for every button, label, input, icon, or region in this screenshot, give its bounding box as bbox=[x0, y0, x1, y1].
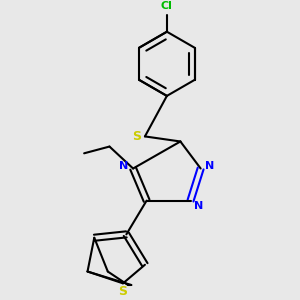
Text: Cl: Cl bbox=[161, 2, 173, 11]
Text: N: N bbox=[206, 161, 215, 171]
Text: N: N bbox=[119, 161, 128, 171]
Text: S: S bbox=[132, 130, 141, 143]
Text: N: N bbox=[194, 201, 204, 211]
Text: S: S bbox=[118, 285, 127, 298]
